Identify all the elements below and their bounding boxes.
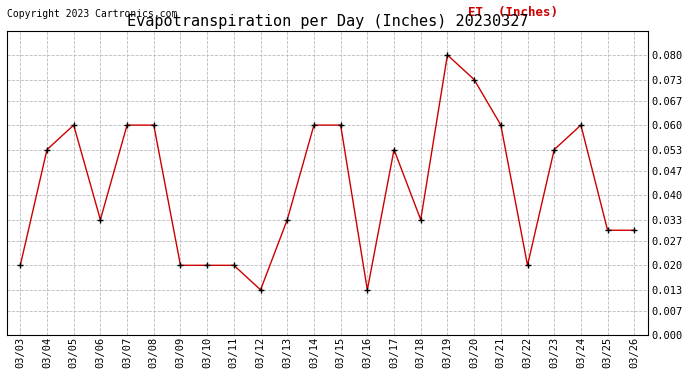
Text: ET  (Inches): ET (Inches) <box>469 6 558 20</box>
Text: Copyright 2023 Cartronics.com: Copyright 2023 Cartronics.com <box>7 9 177 20</box>
Title: Evapotranspiration per Day (Inches) 20230327: Evapotranspiration per Day (Inches) 2023… <box>126 14 528 29</box>
